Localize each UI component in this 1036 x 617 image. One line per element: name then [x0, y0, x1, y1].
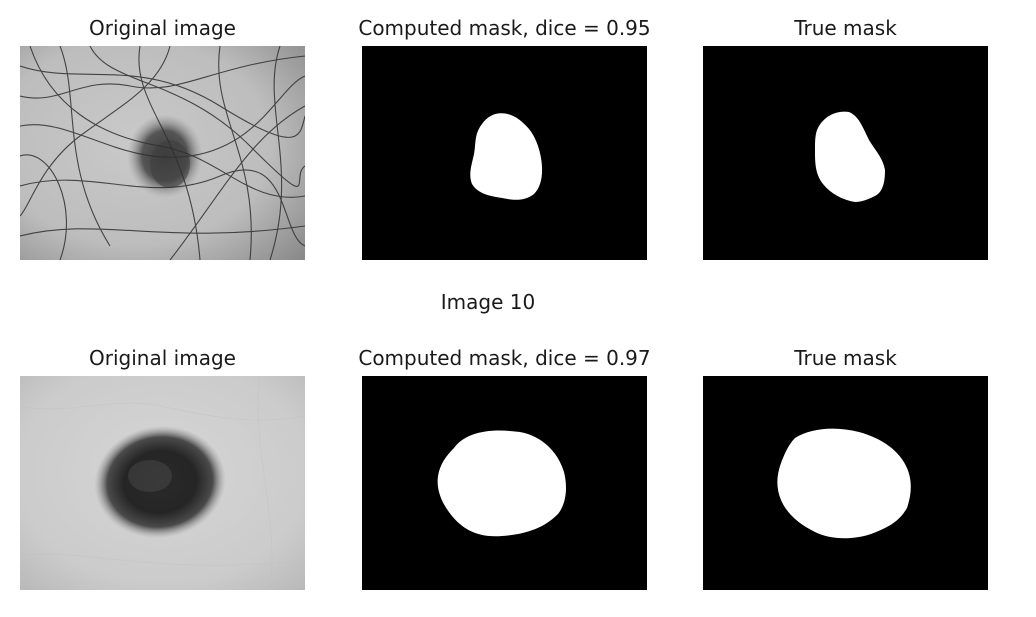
- row2-computed-title: Computed mask, dice = 0.97: [358, 346, 651, 370]
- row1-true-mask: [703, 46, 988, 260]
- row2-suptitle: Image 10: [440, 290, 536, 314]
- true-mask-image: [703, 46, 988, 260]
- row1-computed-mask: [362, 46, 647, 260]
- true-mask-image: [703, 376, 988, 590]
- row2-original-title: Original image: [89, 346, 236, 370]
- skin-lesion-image: [20, 376, 305, 590]
- row1-computed-title: Computed mask, dice = 0.95: [358, 16, 651, 40]
- row1-original-image: [20, 46, 305, 260]
- computed-mask-image: [362, 376, 647, 590]
- row2-original-image: [20, 376, 305, 590]
- row2-true-title: True mask: [794, 346, 897, 370]
- hairy-skin-lesion-image: [20, 46, 305, 260]
- computed-mask-image: [362, 46, 647, 260]
- row1-true-title: True mask: [794, 16, 897, 40]
- row2-computed-mask: [362, 376, 647, 590]
- row2-true-mask: [703, 376, 988, 590]
- row1-original-title: Original image: [89, 16, 236, 40]
